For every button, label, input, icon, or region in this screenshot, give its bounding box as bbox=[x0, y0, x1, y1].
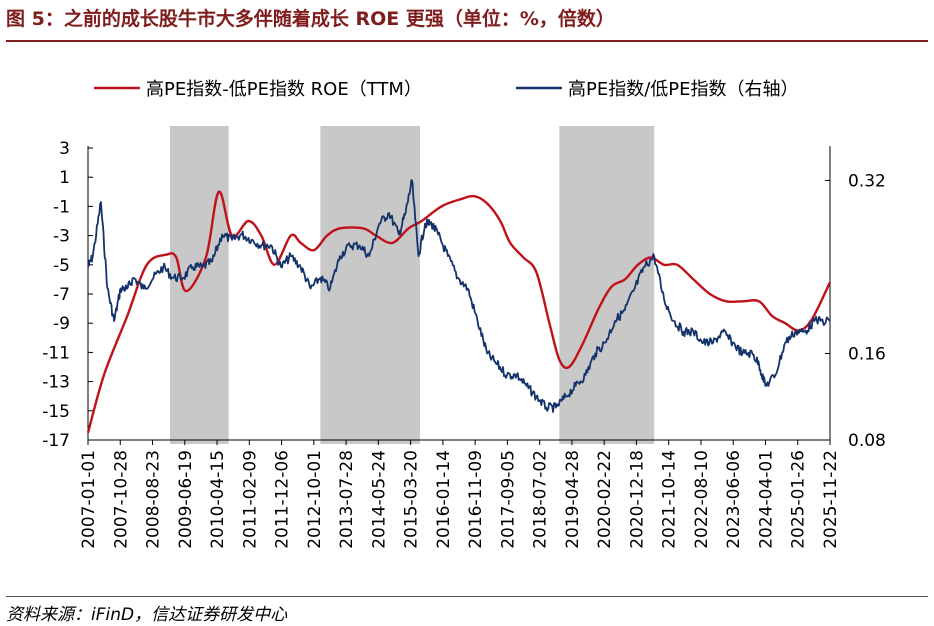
x-tick-label: 2024-04-01 bbox=[756, 450, 776, 549]
shaded-period-2 bbox=[559, 126, 655, 444]
x-tick-label: 2008-08-23 bbox=[144, 450, 164, 549]
shaded-period-1 bbox=[320, 126, 420, 444]
shaded-period-0 bbox=[169, 126, 229, 444]
x-tick-label: 2016-11-09 bbox=[466, 450, 486, 549]
x-tick-label: 2017-09-05 bbox=[498, 450, 518, 549]
y-right-tick-label: 0.16 bbox=[848, 344, 886, 364]
x-tick-label: 2010-04-15 bbox=[208, 450, 228, 549]
y-left-tick-label: 1 bbox=[59, 168, 70, 188]
series-line-roe-spread bbox=[86, 190, 832, 434]
y-left-tick-label: -13 bbox=[42, 373, 70, 393]
x-tick-label: 2016-01-14 bbox=[434, 450, 454, 549]
y-left-tick-label: -5 bbox=[53, 256, 70, 276]
y-left-tick-label: -17 bbox=[42, 431, 70, 451]
x-tick-label: 2018-07-02 bbox=[531, 450, 551, 549]
x-tick-label: 2011-12-06 bbox=[273, 450, 293, 549]
x-tick-label: 2014-05-24 bbox=[369, 450, 389, 549]
x-tick-label: 2022-08-10 bbox=[692, 450, 712, 549]
y-left-tick-label: -11 bbox=[42, 343, 70, 363]
x-tick-label: 2021-10-14 bbox=[660, 450, 680, 549]
x-tick-label: 2007-01-01 bbox=[79, 450, 99, 549]
y-left-tick-label: -15 bbox=[42, 402, 70, 422]
source-note: 资料来源：iFinD，信达证券研发中心 bbox=[6, 605, 288, 625]
y-left-tick-label: 3 bbox=[59, 139, 70, 159]
source-rule bbox=[6, 596, 928, 597]
legend: 高PE指数-低PE指数 ROE（TTM） 高PE指数/低PE指数（右轴） bbox=[94, 79, 799, 100]
x-tick-label: 2020-02-22 bbox=[595, 450, 615, 549]
x-tick-label: 2007-10-28 bbox=[111, 450, 131, 549]
title-rule bbox=[6, 40, 928, 42]
x-tick-label: 2020-12-18 bbox=[627, 450, 647, 549]
chart: 3 1 -1 -3 -5 -7 -9 -11 -13 -15 -17 0.32 0.16 0.08 2007… bbox=[42, 79, 886, 549]
shaded-periods bbox=[169, 126, 655, 444]
x-tick-label: 2025-11-22 bbox=[821, 450, 841, 549]
y-left-tick-label: -7 bbox=[53, 285, 70, 305]
x-tick-label: 2025-01-26 bbox=[789, 450, 809, 549]
series-line-pe-ratio bbox=[87, 179, 831, 413]
legend-label-right-series: 高PE指数/低PE指数（右轴） bbox=[568, 79, 799, 100]
x-tick-label: 2015-03-20 bbox=[402, 450, 422, 549]
x-tick-label: 2009-06-19 bbox=[176, 450, 196, 549]
y-left-tick-label: -3 bbox=[53, 227, 70, 247]
y-left-tick-label: -9 bbox=[53, 314, 70, 334]
x-tick-label: 2019-04-28 bbox=[563, 450, 583, 549]
x-tick-label: 2023-06-06 bbox=[724, 450, 744, 549]
x-tick-label: 2011-02-09 bbox=[240, 450, 260, 549]
axes: 3 1 -1 -3 -5 -7 -9 -11 -13 -15 -17 0.32 0.16 0.08 2007… bbox=[42, 139, 886, 549]
legend-label-left-series: 高PE指数-低PE指数 ROE（TTM） bbox=[146, 79, 422, 100]
y-right-tick-label: 0.08 bbox=[848, 431, 886, 451]
y-right-tick-label: 0.32 bbox=[848, 171, 886, 191]
x-tick-label: 2013-07-28 bbox=[337, 450, 357, 549]
y-left-tick-label: -1 bbox=[53, 197, 70, 217]
x-tick-label: 2012-10-01 bbox=[305, 450, 325, 549]
figure-title: 图 5：之前的成长股牛市大多伴随着成长 ROE 更强（单位：%，倍数） bbox=[6, 8, 615, 30]
series-lines bbox=[86, 179, 832, 434]
